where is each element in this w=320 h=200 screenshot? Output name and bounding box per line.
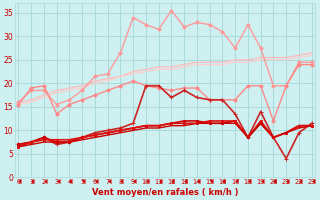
X-axis label: Vent moyen/en rafales ( km/h ): Vent moyen/en rafales ( km/h )	[92, 188, 238, 197]
